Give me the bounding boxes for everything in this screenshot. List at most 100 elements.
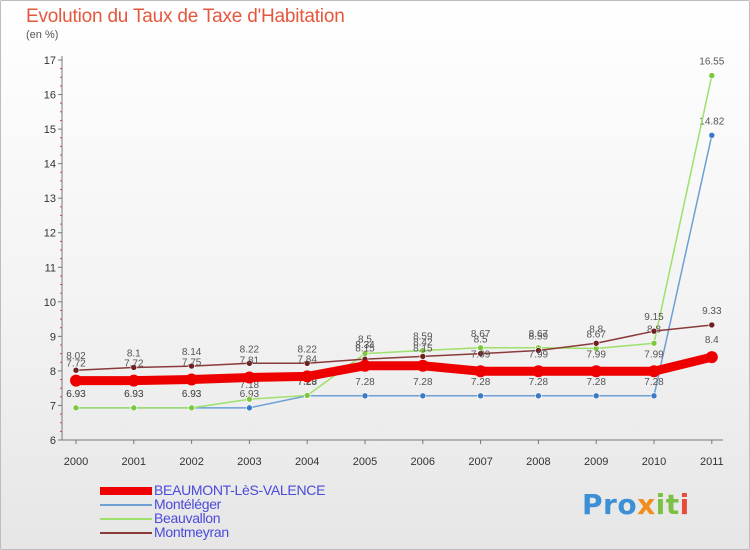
data-label-0: 6.93 — [66, 389, 86, 400]
proxiti-logo: Proxiti — [582, 488, 690, 521]
data-label-1: 6.93 — [66, 389, 86, 400]
data-label-2: 8.02 — [66, 351, 86, 362]
y-tick-label: 6 — [50, 435, 56, 447]
y-tick-label: 10 — [44, 297, 56, 309]
series-point-0 — [419, 392, 427, 400]
data-label-3: 7.84 — [297, 354, 317, 365]
logo-part-4: i — [679, 488, 690, 521]
series-point-3 — [127, 374, 140, 387]
series-point-2 — [477, 350, 484, 357]
series-point-1 — [188, 404, 195, 412]
series-point-2 — [188, 362, 195, 370]
y-tick-label: 7 — [50, 400, 56, 412]
series-point-1 — [246, 395, 253, 403]
data-label-3: 7.81 — [240, 355, 260, 366]
series-line-2 — [75, 324, 713, 371]
legend-swatch-monteleger — [100, 504, 152, 506]
y-unit-label: (en %) — [26, 29, 59, 41]
legend-label-beauvallon: Beauvallon — [154, 510, 221, 526]
series-point-2 — [130, 364, 138, 371]
series-point-0 — [246, 404, 253, 412]
x-tick-label: 2000 — [64, 456, 88, 468]
series-point-2 — [419, 353, 427, 360]
y-tick-label: 17 — [44, 55, 56, 67]
data-label-0: 7.28 — [586, 377, 606, 388]
series-point-2 — [592, 339, 600, 347]
series-point-3 — [648, 365, 660, 378]
data-label-2: 8.22 — [240, 344, 260, 355]
data-label-3: 7.75 — [182, 358, 202, 369]
series-line-3 — [71, 352, 717, 386]
series-point-0 — [535, 392, 542, 400]
data-label-2: 8.42 — [413, 337, 433, 348]
data-label-3: 7.99 — [529, 349, 549, 360]
x-tick-label: 2008 — [526, 456, 550, 468]
x-tick-label: 2005 — [353, 456, 377, 468]
data-label-1: 6.93 — [124, 389, 144, 400]
series-point-1 — [303, 392, 311, 399]
legend-label-montmeyran: Montmeyran — [154, 524, 229, 540]
series-line-1 — [75, 74, 713, 409]
x-tick-label: 2002 — [179, 456, 203, 468]
data-label-3: 8.15 — [413, 344, 433, 355]
data-label-0: 7.28 — [413, 377, 433, 388]
data-label-0: 7.28 — [355, 377, 375, 388]
data-label-1: 8.67 — [471, 329, 491, 340]
series-point-1 — [72, 404, 80, 412]
data-label-1: 8.5 — [358, 335, 372, 346]
series-point-3 — [243, 371, 256, 384]
data-label-3: 7.99 — [644, 349, 664, 360]
series-point-3 — [532, 365, 545, 378]
data-label-0: 7.28 — [644, 377, 664, 388]
data-label-0: 7.28 — [471, 377, 491, 388]
data-label-2: 9.33 — [702, 306, 722, 317]
legend-label-monteleger: Montéléger — [154, 496, 222, 512]
data-label-3: 7.99 — [586, 349, 606, 360]
data-label-2: 8.34 — [355, 340, 375, 351]
y-tick-label: 15 — [44, 124, 56, 136]
y-tick-label: 16 — [44, 90, 56, 102]
x-tick-label: 2001 — [122, 456, 146, 468]
series-point-3 — [590, 365, 603, 378]
y-tick-label: 13 — [44, 193, 56, 205]
data-label-2: 8.22 — [297, 344, 317, 355]
data-label-0: 14.82 — [699, 116, 724, 127]
series-point-3 — [70, 374, 82, 387]
x-tick-label: 2003 — [237, 456, 261, 468]
data-label-1: 7.18 — [240, 380, 260, 391]
series-point-1 — [708, 72, 716, 79]
data-label-3: 7.72 — [66, 359, 86, 370]
series-point-2 — [535, 347, 542, 354]
data-label-1: 16.55 — [699, 57, 724, 68]
logo-part-3: it — [655, 488, 680, 521]
data-label-3: 7.72 — [124, 359, 144, 370]
data-label-3: 8.4 — [705, 335, 719, 346]
data-label-0: 7.28 — [529, 377, 549, 388]
series-point-3 — [474, 365, 487, 378]
x-tick-label: 2010 — [642, 456, 666, 468]
data-label-1: 8.59 — [413, 332, 433, 343]
data-label-1: 6.93 — [182, 389, 202, 400]
y-tick-label: 11 — [45, 262, 56, 274]
chart-title: Evolution du Taux de Taxe d'Habitation — [26, 6, 345, 27]
data-label-2: 9.15 — [644, 312, 664, 323]
data-label-0: 6.93 — [124, 389, 144, 400]
series-point-0 — [650, 392, 658, 400]
legend-swatch-beaumont — [100, 487, 152, 495]
series-point-2 — [650, 327, 658, 335]
y-tick-label: 14 — [44, 159, 56, 171]
data-label-0: 6.93 — [182, 389, 202, 400]
y-tick-label: 8 — [50, 366, 56, 378]
series-point-3 — [185, 373, 198, 386]
data-label-1: 8.67 — [586, 329, 606, 340]
data-label-2: 8.1 — [127, 348, 141, 359]
logo-part-2: x — [637, 488, 656, 521]
series-point-2 — [303, 360, 311, 367]
series-point-0 — [477, 392, 484, 400]
series-point-3 — [705, 351, 718, 364]
series-point-1 — [130, 404, 138, 412]
series-point-3 — [359, 359, 371, 372]
series-point-0 — [592, 392, 600, 400]
series-point-3 — [416, 359, 429, 372]
